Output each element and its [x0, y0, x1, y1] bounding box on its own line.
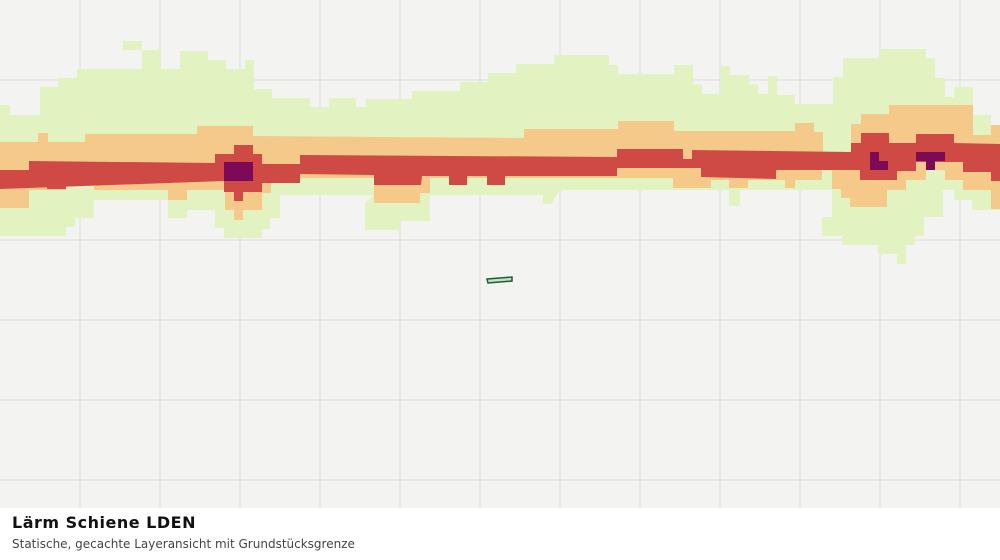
noise-zone-very-high — [224, 162, 253, 181]
noise-zone-low — [123, 41, 142, 50]
noise-zone-high — [47, 180, 66, 189]
parcel-boundary — [486, 276, 513, 284]
map-subtitle: Statische, gecachte Layeransicht mit Gru… — [12, 537, 355, 551]
noise-zone-very-high — [916, 152, 945, 170]
map — [0, 0, 1000, 508]
caption: Lärm Schiene LDEN Statische, gecachte La… — [0, 508, 1000, 560]
map-title: Lärm Schiene LDEN — [12, 513, 196, 532]
noise-zone-very-high — [870, 152, 888, 170]
noise-zone-high — [234, 192, 243, 201]
